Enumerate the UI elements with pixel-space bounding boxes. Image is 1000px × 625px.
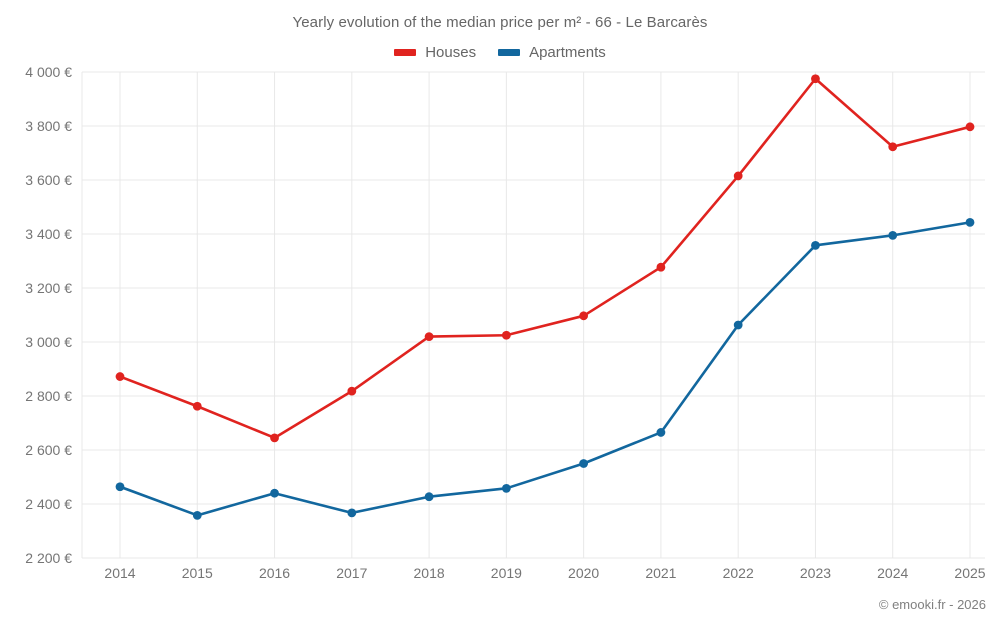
x-axis-tick-label: 2017 (336, 565, 368, 581)
chart-title: Yearly evolution of the median price per… (292, 14, 708, 31)
legend-swatch-apartments (498, 49, 521, 56)
copyright-credit: © emooki.fr - 2026 (878, 597, 986, 612)
y-axis-tick-label: 3 800 € (25, 118, 72, 134)
x-axis-tick-label: 2021 (645, 565, 677, 581)
data-point-apartments[interactable] (270, 488, 279, 498)
x-axis-tick-label: 2025 (954, 565, 986, 581)
chart-legend: Houses Apartments (0, 44, 1000, 61)
x-axis-tick-label: 2015 (181, 565, 213, 581)
legend-swatch-houses (394, 49, 417, 56)
x-axis-tick-label: 2016 (258, 565, 291, 581)
data-point-houses[interactable] (888, 142, 898, 152)
data-point-houses[interactable] (424, 332, 434, 341)
y-axis-tick-label: 2 600 € (25, 442, 72, 458)
x-axis-tick-label: 2020 (568, 565, 600, 581)
data-point-apartments[interactable] (424, 492, 434, 502)
series-line-houses (118, 77, 972, 440)
x-axis-tick-label: 2018 (413, 565, 445, 581)
data-point-apartments[interactable] (888, 230, 898, 240)
x-axis-tick-label: 2014 (104, 565, 136, 581)
data-point-houses[interactable] (733, 171, 743, 181)
series-line-apartments (118, 221, 972, 517)
data-point-apartments[interactable] (579, 459, 589, 468)
y-axis-tick-label: 2 200 € (25, 550, 72, 566)
data-point-apartments[interactable] (811, 240, 820, 250)
data-point-apartments[interactable] (192, 510, 202, 520)
legend-label-apartments: Apartments (529, 44, 606, 61)
data-point-apartments[interactable] (733, 320, 743, 330)
data-point-apartments[interactable] (115, 482, 125, 492)
y-axis-tick-label: 3 200 € (25, 280, 72, 296)
data-point-houses[interactable] (115, 372, 125, 381)
y-axis-tick-label: 4 000 € (25, 64, 72, 80)
y-axis-tick-label: 2 800 € (25, 388, 72, 404)
data-point-houses[interactable] (656, 262, 666, 272)
y-axis-tick-label: 3 400 € (25, 226, 72, 242)
data-point-apartments[interactable] (501, 483, 511, 493)
y-axis: 2 200 € 2 400 € 2 600 € 2 800 € 3 000 € 3 200… (0, 0, 72, 625)
data-point-houses[interactable] (192, 401, 202, 411)
data-point-houses[interactable] (501, 330, 511, 340)
data-point-houses[interactable] (347, 386, 357, 396)
data-point-apartments[interactable] (965, 217, 975, 227)
data-point-houses[interactable] (579, 311, 589, 321)
legend-item-apartments[interactable]: Apartments (498, 44, 606, 61)
legend-item-houses[interactable]: Houses (394, 44, 476, 61)
y-axis-tick-label: 2 400 € (25, 496, 72, 512)
y-axis-tick-label: 3 000 € (25, 334, 72, 350)
legend-label-houses: Houses (425, 44, 477, 61)
data-point-apartments[interactable] (347, 508, 357, 518)
x-axis-tick-label: 2024 (877, 565, 909, 581)
x-axis-tick-label: 2022 (722, 565, 754, 581)
data-point-apartments[interactable] (656, 428, 666, 437)
y-axis-tick-label: 3 600 € (25, 172, 72, 188)
x-axis-tick-label: 2019 (490, 565, 522, 581)
x-axis-tick-label: 2023 (799, 565, 832, 581)
data-point-houses[interactable] (270, 433, 279, 443)
data-point-houses[interactable] (965, 122, 975, 132)
data-point-houses[interactable] (811, 74, 820, 84)
